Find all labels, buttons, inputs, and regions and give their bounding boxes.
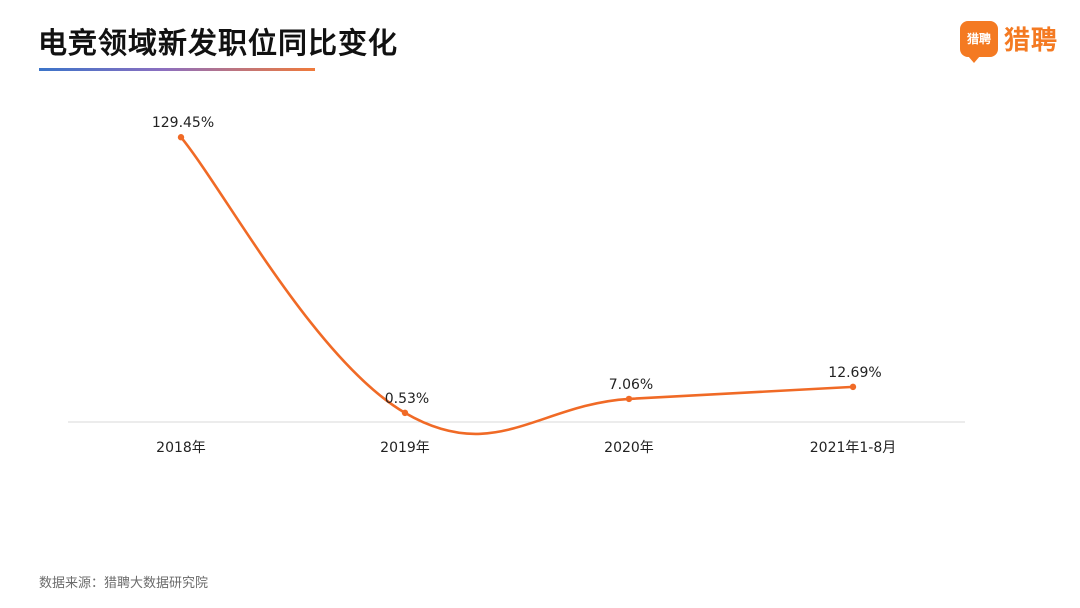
data-label: 129.45% xyxy=(152,115,214,131)
data-point xyxy=(401,409,409,417)
title-underline xyxy=(39,68,315,71)
x-tick-label: 2021年1-8月 xyxy=(810,440,897,456)
data-label: 7.06% xyxy=(609,377,653,393)
data-label: 0.53% xyxy=(385,391,429,407)
data-source-note: 数据来源：猎聘大数据研究院 xyxy=(39,576,209,591)
logo-badge-label: 猎聘 xyxy=(966,32,991,46)
data-label: 12.69% xyxy=(828,365,881,381)
x-tick-label: 2018年 xyxy=(156,440,206,456)
series-line xyxy=(179,135,855,436)
logo-brand-text: 猎聘 xyxy=(1003,26,1058,56)
x-tick-label: 2020年 xyxy=(604,440,654,456)
data-point xyxy=(625,395,633,403)
x-tick-label: 2019年 xyxy=(380,440,430,456)
data-point xyxy=(849,383,857,391)
data-point xyxy=(177,134,185,141)
brand-logo: 猎聘 猎聘 xyxy=(959,20,1058,63)
logo-badge-icon: 猎聘 xyxy=(959,20,998,63)
page-title: 电竞领域新发职位同比变化 xyxy=(38,26,399,60)
